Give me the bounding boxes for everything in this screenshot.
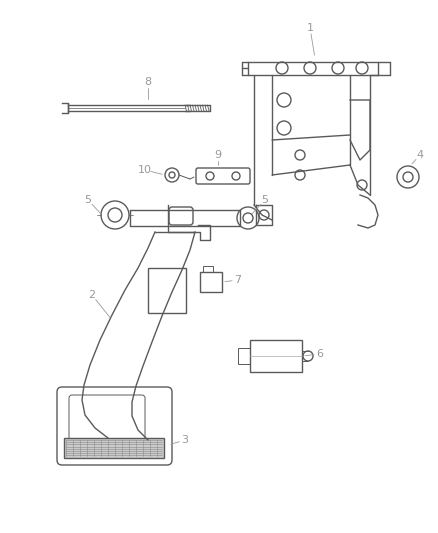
Text: 5: 5 (261, 195, 268, 205)
Bar (64, 438, 164, 458)
Bar (238, 348, 250, 364)
Text: 2: 2 (88, 290, 95, 300)
Text: 6: 6 (317, 349, 324, 359)
Bar (250, 340, 302, 372)
Text: 7: 7 (234, 275, 242, 285)
Text: 5: 5 (85, 195, 92, 205)
Text: 9: 9 (215, 150, 222, 160)
Text: 1: 1 (307, 23, 314, 33)
Text: 3: 3 (181, 435, 188, 445)
Text: 4: 4 (417, 150, 424, 160)
Bar (148, 268, 186, 313)
Text: 10: 10 (138, 165, 152, 175)
Bar (200, 272, 222, 292)
Text: 8: 8 (145, 77, 152, 87)
Bar (203, 266, 213, 272)
FancyBboxPatch shape (69, 395, 145, 446)
